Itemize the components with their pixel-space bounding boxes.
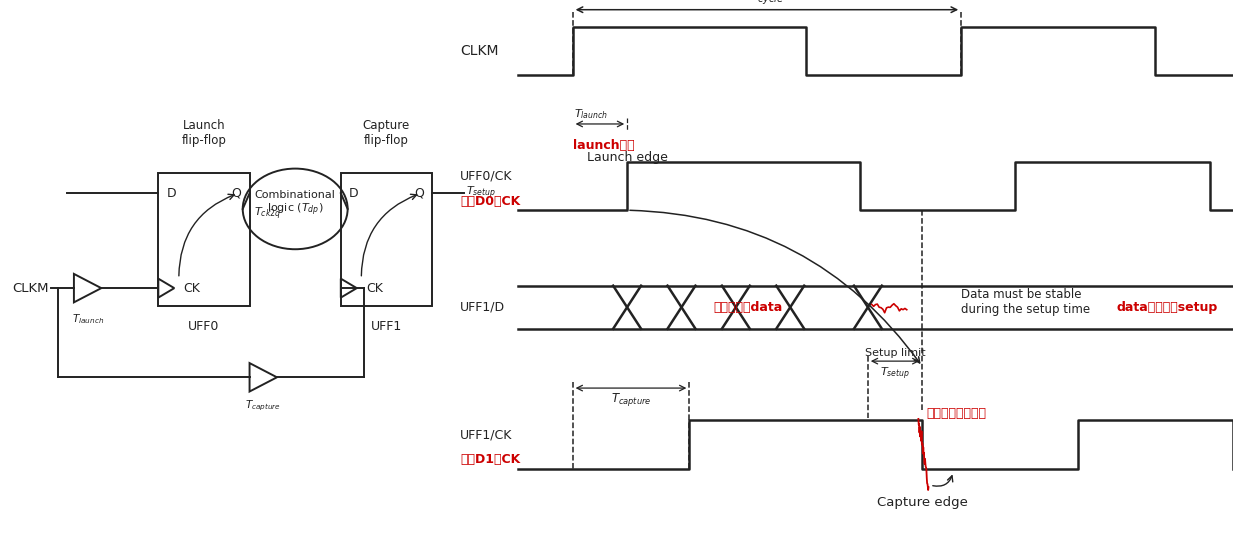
Text: CLKM: CLKM bbox=[460, 44, 498, 58]
Text: D: D bbox=[166, 187, 176, 200]
Text: Setup limit: Setup limit bbox=[864, 348, 926, 358]
Bar bbox=[158, 174, 249, 306]
Text: Launch
flip-flop: Launch flip-flop bbox=[181, 119, 227, 147]
Text: UFF1/CK: UFF1/CK bbox=[460, 429, 513, 441]
Text: $T_{capture}$: $T_{capture}$ bbox=[610, 391, 651, 408]
Text: CK: CK bbox=[184, 282, 200, 295]
Text: UFF0/CK: UFF0/CK bbox=[460, 170, 513, 183]
Text: 到辽D1的CK: 到辽D1的CK bbox=[460, 453, 520, 466]
Text: $T_{cycle}$: $T_{cycle}$ bbox=[750, 0, 784, 7]
Text: Q: Q bbox=[414, 187, 424, 200]
Text: launch延迟: launch延迟 bbox=[572, 139, 634, 152]
Text: D: D bbox=[349, 187, 359, 200]
Text: UFF0: UFF0 bbox=[189, 320, 219, 334]
Text: data不能越过setup: data不能越过setup bbox=[1117, 301, 1218, 314]
Text: Capture edge: Capture edge bbox=[877, 496, 968, 509]
Text: 到辽D0的CK: 到辽D0的CK bbox=[460, 195, 520, 208]
Text: Combinational
logic ($T_{dp}$): Combinational logic ($T_{dp}$) bbox=[255, 190, 335, 218]
Text: $T_{capture}$: $T_{capture}$ bbox=[245, 399, 281, 413]
Text: Data must be stable
during the setup time: Data must be stable during the setup tim… bbox=[962, 288, 1090, 316]
Text: Launch edge: Launch edge bbox=[587, 151, 667, 164]
Text: CLKM: CLKM bbox=[12, 282, 49, 295]
Text: $T_{ck2q}$: $T_{ck2q}$ bbox=[254, 205, 281, 222]
Text: $T_{setup}$: $T_{setup}$ bbox=[466, 185, 497, 202]
Text: CK: CK bbox=[366, 282, 382, 295]
Bar bbox=[340, 174, 432, 306]
Text: Capture
flip-flop: Capture flip-flop bbox=[363, 119, 411, 147]
Text: $T_{launch}$: $T_{launch}$ bbox=[575, 107, 609, 121]
Text: Q: Q bbox=[232, 187, 242, 200]
Text: 建立时间要求的点: 建立时间要求的点 bbox=[926, 407, 986, 420]
Text: $T_{launch}$: $T_{launch}$ bbox=[72, 312, 104, 326]
Text: UFF1: UFF1 bbox=[371, 320, 402, 334]
Text: $T_{setup}$: $T_{setup}$ bbox=[880, 365, 910, 382]
Text: UFF1/D: UFF1/D bbox=[460, 301, 506, 314]
Text: 不断变化的data: 不断变化的data bbox=[713, 301, 782, 314]
